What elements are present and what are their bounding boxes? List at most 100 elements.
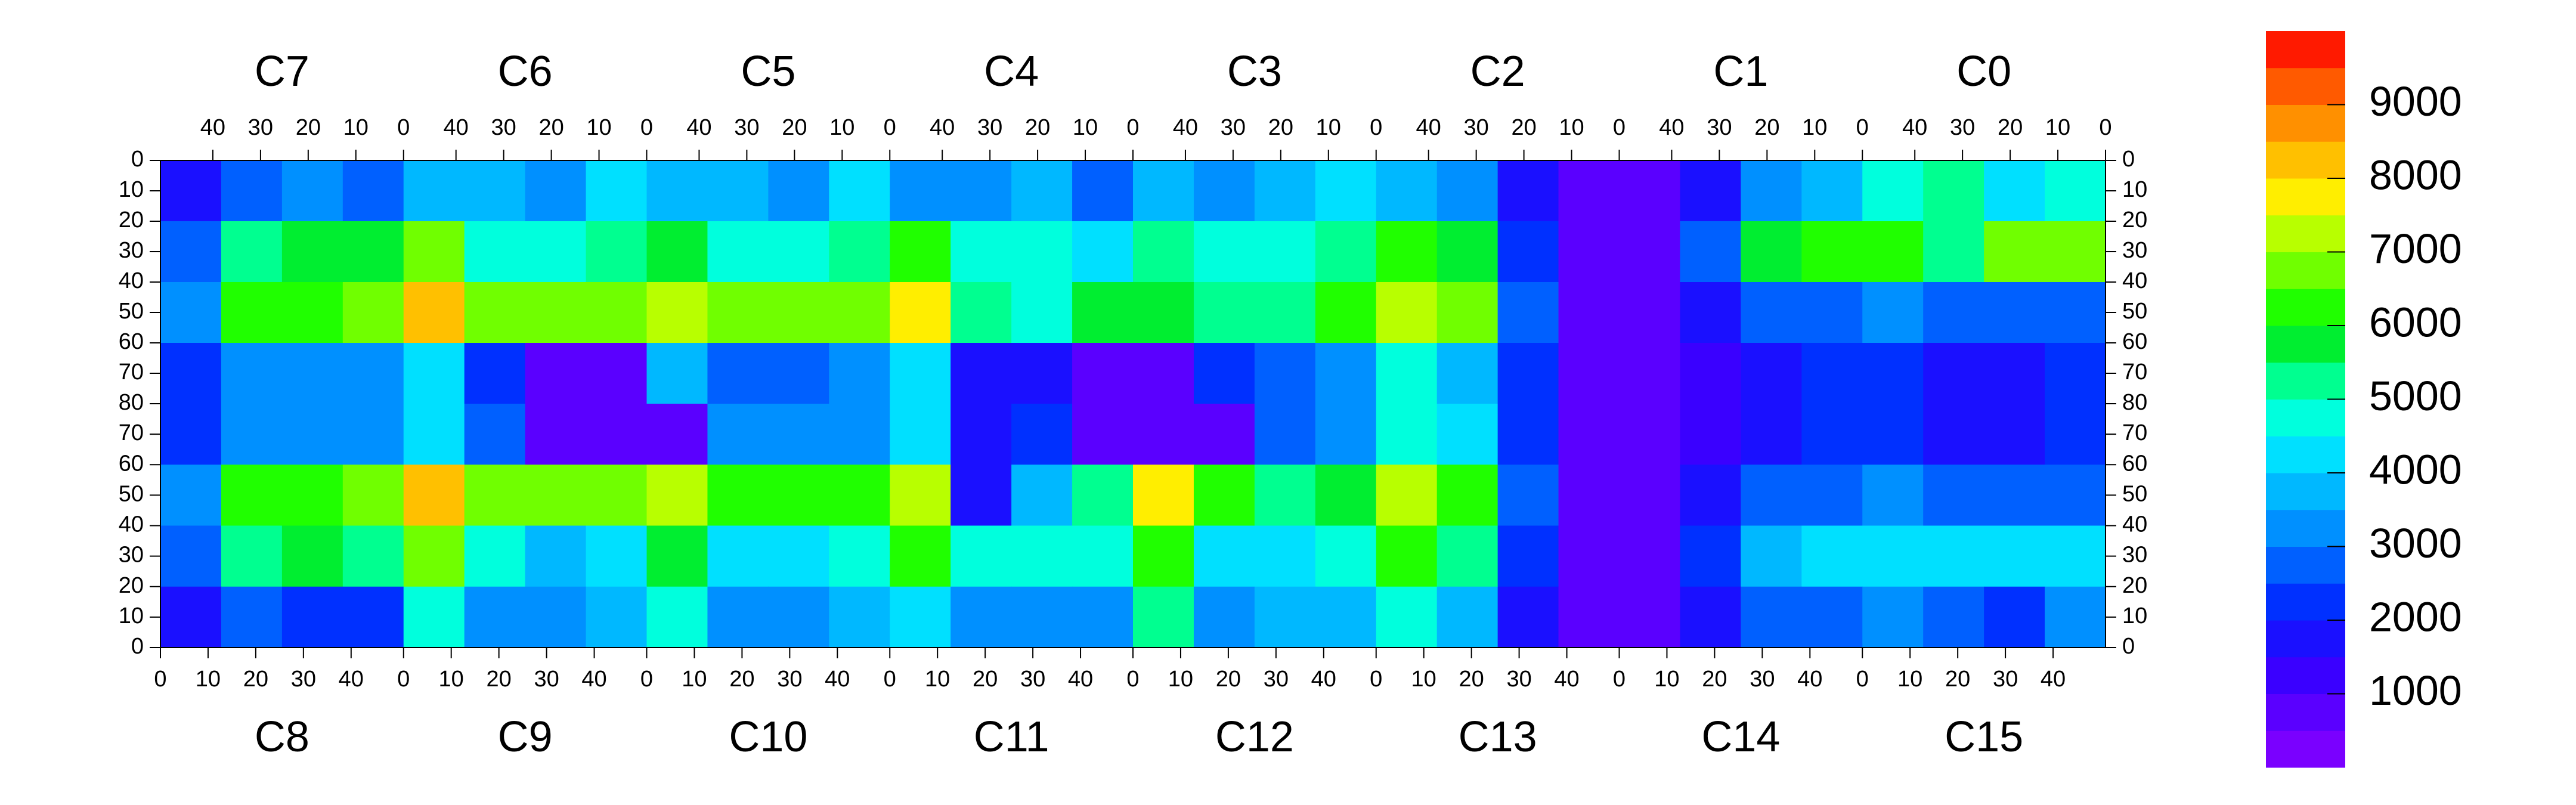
heat-cell [1376,221,1438,283]
heat-cell [950,525,1012,587]
heat-cell [1011,465,1073,526]
heat-cell [1923,525,1984,587]
x-tick-label: 30 [1993,667,2018,692]
heat-cell [1376,282,1438,343]
heat-cell [1680,282,1741,343]
heat-cell [1741,282,1802,343]
y-tick-label-right: 10 [2122,177,2147,202]
heat-cell [950,586,1012,648]
x-tick-label: 30 [1707,115,1732,140]
heat-cell [221,465,283,526]
x-tick-label: 20 [1945,667,1970,692]
colorbar-step [2266,289,2345,326]
heat-cell [1072,282,1134,343]
x-tick-label: 20 [1216,667,1241,692]
heat-cell [1436,465,1498,526]
heat-cell [1254,586,1316,648]
heat-cell [1923,343,1984,404]
x-tick-label: 0 [1370,667,1382,692]
x-tick-label: 10 [829,115,854,140]
y-tick-label-right: 70 [2122,360,2147,385]
chip-label: C12 [1215,713,1294,761]
heat-cell [1193,404,1255,465]
heat-cell [1984,160,2045,222]
heat-cell [464,404,526,465]
heat-cell [464,586,526,648]
heat-cell [464,282,526,343]
heat-cell [1497,282,1559,343]
heat-cell [1011,282,1073,343]
heat-cell [1011,525,1073,587]
colorbar-label: 6000 [2369,299,2462,345]
heat-cell [1072,221,1134,283]
chip-label: C6 [498,48,553,95]
heat-cell [586,221,647,283]
heat-cell [1984,525,2045,587]
y-tick-label-right: 0 [2122,147,2135,172]
heat-cell [586,586,647,648]
x-tick-label: 40 [930,115,955,140]
heat-cell [1984,343,2045,404]
heat-cell [829,586,890,648]
x-tick-label: 10 [439,667,464,692]
x-tick-label: 30 [1464,115,1489,140]
x-tick-label: 0 [397,667,410,692]
heat-cell [1558,586,1620,648]
x-tick-label: 30 [248,115,273,140]
y-tick-label: 40 [119,512,144,537]
heat-cell [1619,343,1680,404]
y-tick-label: 60 [119,329,144,354]
x-tick-label: 0 [884,667,896,692]
heat-cell [1193,465,1255,526]
heat-cell [1133,586,1194,648]
heat-cell [1801,282,1863,343]
heat-cell [586,282,647,343]
chip-label: C8 [255,713,309,761]
x-tick-label: 40 [339,667,364,692]
x-tick-label: 30 [291,667,316,692]
heat-cell [1133,343,1194,404]
x-tick-label: 30 [491,115,516,140]
y-tick-label: 30 [119,238,144,263]
y-tick-label: 20 [119,573,144,598]
heat-cell [1497,221,1559,283]
heat-cell [1741,404,1802,465]
heat-cell [281,282,343,343]
heat-cell [1254,160,1316,222]
heat-cell [2045,586,2106,648]
heat-cell [1133,160,1194,222]
heat-cell [281,404,343,465]
heat-cell [646,586,708,648]
x-tick-label: 0 [640,115,653,140]
x-tick-label: 40 [1797,667,1822,692]
heat-cell [1254,221,1316,283]
x-tick-label: 20 [296,115,321,140]
y-tick-label-right: 30 [2122,543,2147,568]
y-tick-label: 30 [119,543,144,568]
heat-cell [646,525,708,587]
heat-cell [1193,586,1255,648]
heat-cell [403,525,465,587]
heat-cell [1862,525,1924,587]
heat-cell [160,465,222,526]
heat-cell [1072,160,1134,222]
colorbar-step [2266,583,2345,621]
heat-cell [342,525,404,587]
heat-cell [707,221,769,283]
heat-cell [221,586,283,648]
heat-cell [2045,282,2106,343]
y-tick-label-right: 20 [2122,573,2147,598]
heat-cell [1497,343,1559,404]
y-tick-label: 50 [119,481,144,506]
heat-cell [464,465,526,526]
heat-cell [950,160,1012,222]
y-tick-label: 20 [119,208,144,233]
colorbar-label: 4000 [2369,446,2462,493]
heat-cell [829,404,890,465]
heat-cell [768,404,829,465]
heat-cell [829,465,890,526]
y-tick-label-right: 10 [2122,603,2147,628]
heat-cell [1984,586,2045,648]
heat-cell [1376,465,1438,526]
